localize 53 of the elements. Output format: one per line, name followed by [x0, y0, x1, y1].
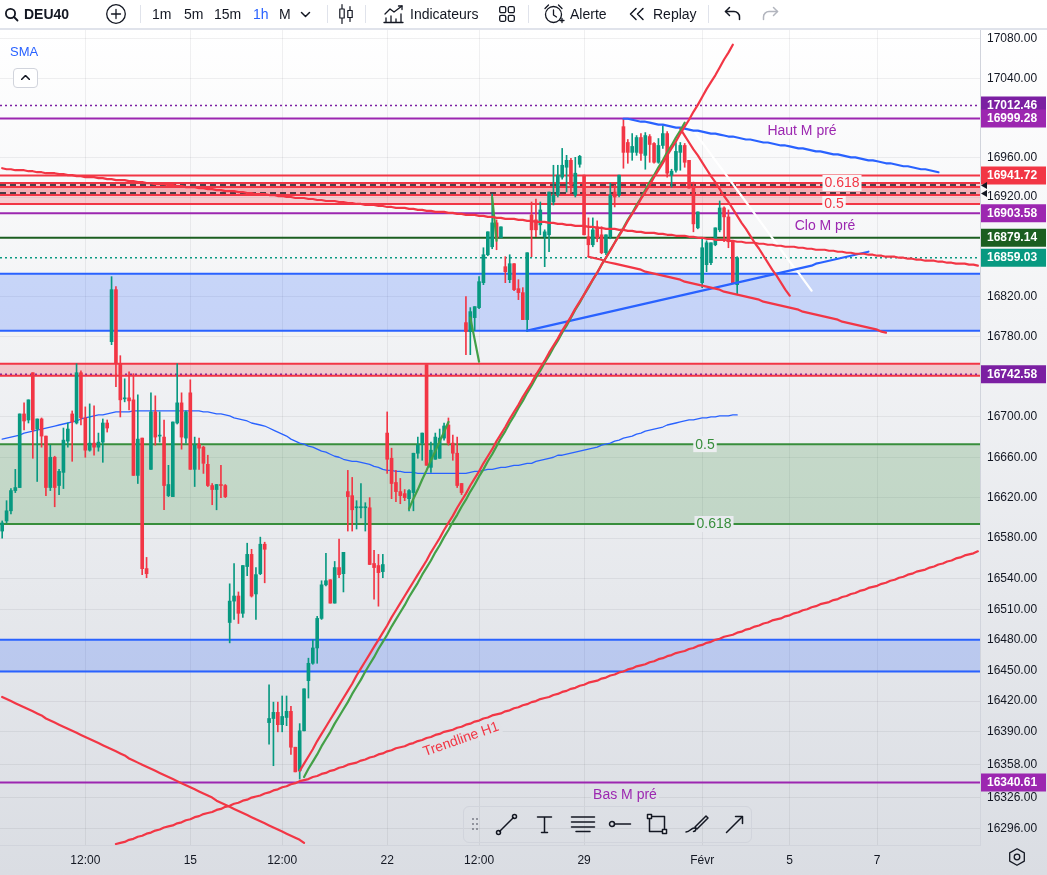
text: 5m [184, 5, 204, 23]
annotation: 0.618 [696, 515, 732, 532]
y-tick-label: 16660.00 [987, 449, 1038, 464]
x-tick-label: Févr [690, 852, 715, 867]
y-tick-label: 16420.00 [987, 693, 1038, 708]
text: DEU40 [24, 5, 70, 23]
y-tick-label: 16510.00 [987, 601, 1038, 616]
text: 15m [214, 5, 242, 23]
y-tick-label: 16580.00 [987, 530, 1038, 545]
y-tick-label: 16450.00 [987, 662, 1038, 677]
annotation: Haut M pré [767, 121, 837, 138]
x-tick-label: 12:00 [464, 852, 495, 867]
text: Replay [653, 5, 697, 23]
y-tick-label: 16480.00 [987, 632, 1038, 647]
y-tick-label: 16780.00 [987, 328, 1038, 343]
x-tick-label: 15 [183, 852, 198, 867]
y-tick-label: 16326.00 [987, 789, 1038, 804]
y-tick-label: 16920.00 [987, 189, 1038, 204]
ref-line-label: 16859.03 [987, 250, 1038, 265]
y-tick-label: 17080.00 [987, 31, 1038, 46]
x-tick-label: 12:00 [267, 852, 298, 867]
x-tick-label: 12:00 [70, 852, 101, 867]
ref-line-label: 16999.28 [987, 111, 1038, 126]
ref-line-label: 16742.58 [987, 366, 1038, 381]
y-tick-label: 16540.00 [987, 571, 1038, 586]
y-tick-label: 16700.00 [987, 409, 1038, 424]
y-tick-label: 17040.00 [987, 70, 1038, 85]
x-tick-label: 29 [577, 852, 592, 867]
annotation: 0.618 [824, 174, 860, 191]
text: Alerte [570, 5, 607, 23]
x-tick-label: 7 [873, 852, 881, 867]
ref-line-label: 16903.58 [987, 206, 1038, 221]
text: SMA [10, 44, 39, 59]
text: 1m [152, 5, 172, 23]
ref-line-label: 16340.61 [987, 775, 1038, 790]
y-tick-label: 16960.00 [987, 149, 1038, 164]
text: Indicateurs [410, 5, 479, 23]
text: 1h [253, 5, 269, 23]
y-tick-label: 16358.00 [987, 756, 1038, 771]
annotation: Bas M pré [593, 785, 658, 802]
annotation: 0.5 [695, 435, 715, 452]
y-tick-label: 16390.00 [987, 724, 1038, 739]
annotation: 0.5 [824, 195, 844, 212]
annotation: Clo M pré [794, 216, 856, 233]
ref-line-label: 16941.72 [987, 168, 1038, 183]
y-tick-label: 16296.00 [987, 820, 1038, 835]
y-tick-label: 16820.00 [987, 288, 1038, 303]
x-tick-label: 5 [786, 852, 794, 867]
ref-line-label: 16879.14 [987, 230, 1038, 245]
text: M [279, 5, 291, 23]
ref-line-label: 17012.46 [987, 98, 1038, 113]
y-tick-label: 16620.00 [987, 489, 1038, 504]
x-tick-label: 22 [380, 852, 395, 867]
